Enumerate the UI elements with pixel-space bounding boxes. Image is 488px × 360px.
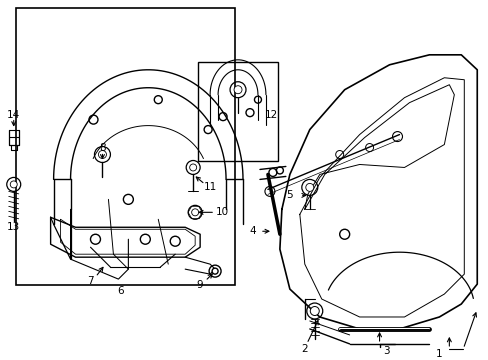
- Text: 9: 9: [197, 280, 203, 290]
- Text: 3: 3: [383, 346, 389, 356]
- Text: 10: 10: [215, 207, 228, 217]
- Text: 14: 14: [7, 110, 20, 120]
- Circle shape: [189, 164, 196, 171]
- Circle shape: [310, 306, 319, 315]
- Text: 4: 4: [249, 226, 256, 236]
- Text: 12: 12: [265, 110, 278, 120]
- Text: 2: 2: [301, 344, 307, 354]
- Text: 8: 8: [99, 143, 105, 153]
- Bar: [198, 62, 277, 162]
- Circle shape: [98, 150, 106, 158]
- Text: 7: 7: [87, 276, 94, 286]
- Circle shape: [10, 181, 17, 188]
- Text: 5: 5: [286, 190, 293, 201]
- Text: 6: 6: [117, 286, 123, 296]
- Circle shape: [212, 268, 218, 274]
- Text: 1: 1: [435, 349, 442, 359]
- Circle shape: [305, 183, 313, 192]
- Text: 11: 11: [203, 183, 216, 192]
- Text: 13: 13: [7, 222, 20, 232]
- Bar: [16, 8, 235, 285]
- Circle shape: [191, 209, 198, 216]
- Circle shape: [234, 86, 242, 94]
